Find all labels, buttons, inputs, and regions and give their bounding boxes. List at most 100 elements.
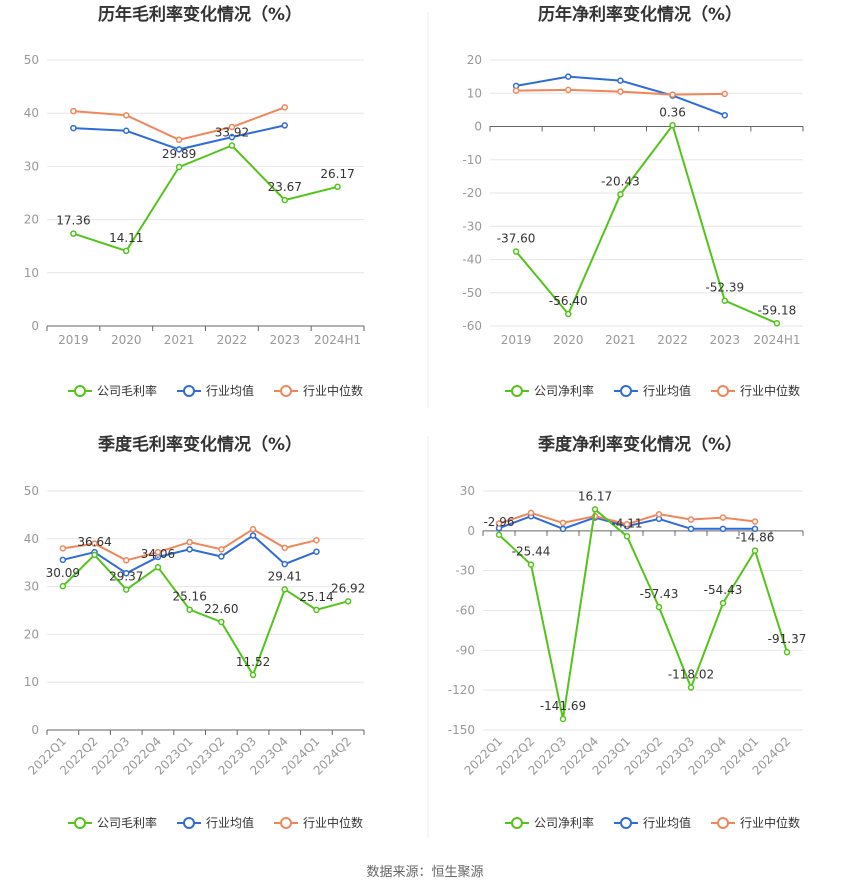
- y-tick-label: 40: [24, 106, 39, 120]
- y-tick-label: -20: [462, 186, 482, 200]
- data-point: [59, 556, 67, 564]
- data-point: [719, 599, 727, 607]
- x-tick-label: 2019: [58, 333, 89, 347]
- y-tick-label: -150: [448, 723, 475, 737]
- data-point: [687, 684, 695, 691]
- data-point: [655, 603, 663, 611]
- data-point: [70, 107, 77, 115]
- data-point: [175, 146, 183, 153]
- legend-label: 公司毛利率: [97, 383, 157, 398]
- data-point: [123, 112, 130, 119]
- x-tick-label: 2023: [269, 333, 300, 347]
- data-point: [527, 509, 535, 517]
- data-point: [617, 88, 624, 95]
- data-label: 33.92: [215, 126, 249, 140]
- y-tick-label: 30: [24, 580, 39, 594]
- data-label: 0.36: [659, 105, 686, 119]
- y-tick-label: -30: [462, 219, 482, 233]
- data-point: [218, 553, 225, 560]
- data-point: [751, 547, 759, 554]
- legend-label: 行业均值: [643, 815, 691, 830]
- data-point: [218, 618, 225, 626]
- data-point: [249, 532, 257, 539]
- data-point: [228, 142, 236, 149]
- data-point: [719, 525, 727, 533]
- data-point: [719, 514, 727, 521]
- data-point: [228, 123, 236, 131]
- data-point: [687, 525, 695, 533]
- data-point: [344, 598, 352, 605]
- data-point: [559, 519, 567, 527]
- x-tick-label: 2020: [553, 333, 584, 347]
- data-point: [591, 506, 599, 513]
- data-point: [91, 540, 98, 547]
- y-tick-label: 10: [24, 266, 39, 280]
- data-point: [281, 544, 288, 552]
- y-tick-label: 10: [467, 86, 482, 100]
- y-tick-label: -60: [462, 319, 482, 333]
- data-point: [495, 520, 503, 527]
- data-point: [123, 586, 130, 593]
- x-tick-label: 2020: [111, 333, 142, 347]
- data-label: 29.37: [109, 570, 143, 584]
- legend-marker: [74, 385, 86, 397]
- data-point: [773, 320, 781, 327]
- data-point: [751, 518, 759, 525]
- data-point: [281, 104, 288, 111]
- data-point: [154, 548, 162, 556]
- data-point: [281, 560, 288, 568]
- data-label: 36.64: [77, 535, 111, 549]
- chart-title: 季度毛利率变化情况（%）: [98, 434, 302, 455]
- data-point: [512, 248, 520, 255]
- source-note: 数据来源：恒生聚源: [366, 865, 483, 880]
- y-tick-label: 20: [467, 53, 482, 67]
- y-tick-label: 0: [31, 319, 39, 333]
- data-point: [123, 557, 130, 564]
- legend-marker: [74, 817, 86, 829]
- legend-label: 公司毛利率: [97, 815, 157, 830]
- data-label: -57.43: [640, 587, 679, 601]
- data-label: 29.89: [162, 147, 196, 161]
- data-label: -25.44: [512, 545, 551, 559]
- data-point: [617, 77, 624, 84]
- x-tick-label: 2019: [501, 333, 532, 347]
- series-line: [62, 553, 349, 678]
- x-tick-label: 2022: [657, 333, 688, 347]
- data-label: 25.14: [299, 590, 333, 604]
- y-tick-label: 30: [24, 159, 39, 173]
- legend-label: 公司净利率: [534, 815, 594, 830]
- data-label: 23.67: [268, 180, 302, 194]
- data-point: [123, 127, 130, 135]
- data-point: [59, 545, 67, 552]
- legend-marker: [511, 817, 523, 829]
- data-label: 30.09: [46, 566, 80, 580]
- data-point: [186, 538, 193, 546]
- y-tick-label: -120: [448, 683, 475, 697]
- data-point: [527, 561, 535, 568]
- x-tick-label: 2024H1: [753, 333, 800, 347]
- data-point: [313, 548, 320, 555]
- data-label: 26.92: [331, 581, 365, 595]
- y-tick-label: -90: [455, 643, 475, 657]
- data-label: 16.17: [578, 489, 612, 503]
- data-point: [154, 563, 162, 571]
- data-point: [175, 163, 183, 171]
- data-point: [186, 606, 193, 613]
- legend-marker: [717, 817, 729, 829]
- legend-marker: [620, 817, 632, 829]
- data-point: [175, 136, 183, 144]
- legend-label: 行业中位数: [303, 815, 363, 830]
- data-point: [334, 183, 341, 191]
- legend-marker: [511, 385, 523, 397]
- data-point: [91, 551, 98, 559]
- series-line: [73, 106, 286, 141]
- legend-marker: [280, 385, 292, 397]
- data-label: -54.43: [704, 583, 743, 597]
- data-point: [123, 569, 130, 577]
- data-label: 25.16: [172, 590, 206, 604]
- legend-label: 行业均值: [206, 383, 254, 398]
- data-point: [313, 606, 320, 614]
- legend-label: 行业均值: [643, 383, 691, 398]
- data-label: -52.39: [705, 281, 744, 295]
